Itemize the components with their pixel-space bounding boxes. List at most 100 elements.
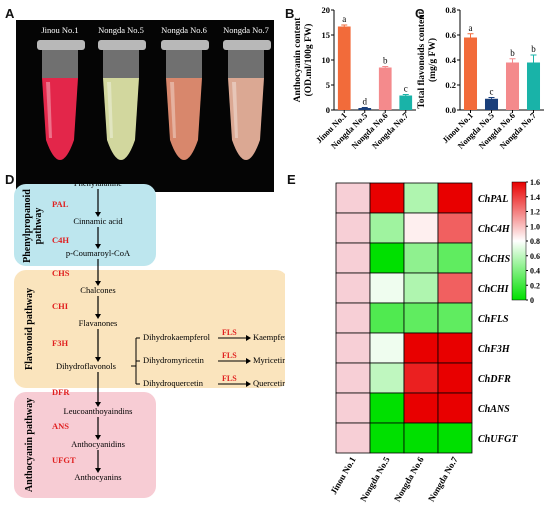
- tube-cap: [161, 40, 209, 50]
- compound-label: Phenylalanine: [74, 178, 122, 188]
- pathway-diagram: Phenylpropanoidpathway Flavonoid pathway A…: [14, 178, 285, 498]
- branch-arrowhead: [246, 381, 251, 387]
- heatmap-cell: [335, 272, 371, 304]
- significance-letter: b: [383, 56, 388, 66]
- bar: [378, 67, 392, 110]
- tube-3: Nongda No.6: [161, 25, 209, 160]
- tube-2: Nongda No.5: [98, 25, 146, 160]
- gene-label: ChCHI: [478, 284, 510, 295]
- enzyme-label: UFGT: [52, 455, 76, 465]
- tube-cap: [98, 40, 146, 50]
- pathway-arrowhead: [95, 357, 101, 362]
- y-axis-label-line: (mg/g FW): [427, 38, 438, 82]
- heatmap-cell: [335, 212, 371, 244]
- y-tick-label: 0: [326, 105, 330, 115]
- enzyme-label: ANS: [52, 421, 69, 431]
- bar: [463, 37, 478, 110]
- y-tick-label: 0.2: [445, 80, 456, 90]
- tube-1: Jinou No.1: [37, 25, 85, 160]
- pathway-section-label: Flavonoid pathway: [24, 288, 35, 370]
- tube-highlight: [46, 82, 52, 138]
- bar: [399, 95, 413, 110]
- tube-liquid: [228, 78, 264, 160]
- heatmap-cell: [335, 332, 371, 364]
- panel-letter-c: C: [415, 6, 425, 21]
- significance-letter: b: [531, 44, 536, 54]
- pathway-section-label: Anthocyanin pathway: [24, 398, 35, 492]
- heatmap-cell: [369, 212, 405, 244]
- heatmap-cell: [335, 362, 371, 394]
- compound-label: Dihydroflavonols: [56, 361, 116, 371]
- compound-label: Chalcones: [80, 285, 115, 295]
- significance-letter: d: [363, 97, 368, 107]
- pathway-arrowhead: [95, 468, 101, 473]
- bar: [358, 108, 372, 110]
- branch-substrate: Dihydroquercetin: [143, 378, 204, 388]
- panel-letter-e: E: [287, 172, 296, 187]
- branch-enzyme-label: FLS: [222, 374, 237, 383]
- pathway-section-box: [14, 270, 285, 388]
- tube-highlight: [170, 82, 176, 138]
- pathway-arrowhead: [95, 281, 101, 286]
- heatmap-cell: [403, 362, 439, 394]
- bar: [526, 62, 541, 110]
- scale-tick-label: 0.4: [530, 267, 540, 276]
- heatmap-cell: [437, 392, 473, 424]
- branch-product: Quercetin: [253, 378, 285, 388]
- heatmap-cell: [403, 422, 439, 454]
- heatmap-cell: [437, 242, 473, 274]
- pathway-arrowhead: [95, 244, 101, 249]
- heatmap-cell: [403, 332, 439, 364]
- bar: [484, 98, 499, 110]
- column-label: Nongda No.6: [392, 455, 426, 504]
- gene-label: ChPAL: [478, 194, 508, 205]
- heatmap-cell: [403, 392, 439, 424]
- tube-label: Nongda No.5: [98, 25, 144, 35]
- panel-letter-a: A: [5, 6, 15, 21]
- tube-neck: [166, 50, 202, 78]
- heatmap-cell: [369, 242, 405, 274]
- y-tick-label: 0.4: [445, 55, 456, 65]
- gene-label: ChC4H: [478, 224, 511, 235]
- significance-letter: b: [510, 48, 515, 58]
- tube-label: Nongda No.7: [223, 25, 269, 35]
- panel-letter-d: D: [5, 172, 15, 187]
- compound-label: Anthocyanins: [74, 472, 121, 482]
- branch-bracket: [131, 337, 140, 385]
- heatmap-cell: [335, 422, 371, 454]
- compound-label: p-Coumaroyl-CoA: [66, 248, 131, 258]
- section-label-line: pathway: [33, 208, 44, 245]
- heatmap-cell: [437, 422, 473, 454]
- scale-tick-label: 0: [530, 296, 534, 305]
- scale-tick-label: 1.2: [530, 208, 540, 217]
- significance-letter: c: [490, 87, 494, 97]
- heatmap-cell: [369, 392, 405, 424]
- bar: [337, 26, 351, 110]
- heatmap-cell: [437, 302, 473, 334]
- heatmap-cell: [369, 422, 405, 454]
- panel-letter-b: B: [285, 6, 295, 21]
- branch-product: Myricetin: [253, 355, 285, 365]
- tube-photo-svg: Jinou No.1 Nongda No.5 Nongda No.6 Nongda N…: [37, 25, 271, 160]
- heatmap-cell: [403, 242, 439, 274]
- heatmap-cell: [437, 182, 473, 214]
- pathway-section-box: [14, 392, 156, 498]
- branch-arrowhead: [246, 335, 251, 341]
- y-tick-label: 10: [322, 55, 331, 65]
- tube-4: Nongda No.7: [223, 25, 271, 160]
- heatmap-cell: [369, 332, 405, 364]
- tube-liquid: [166, 78, 202, 160]
- gene-label: ChFLS: [478, 314, 509, 325]
- tube-cap: [37, 40, 85, 50]
- y-tick-label: 20: [322, 5, 331, 15]
- heatmap-cell: [335, 392, 371, 424]
- enzyme-label: DFR: [52, 387, 70, 397]
- heatmap-cell: [437, 212, 473, 244]
- column-label: Nongda No.7: [426, 455, 460, 504]
- heatmap-cell: [437, 362, 473, 394]
- pathway-arrowhead: [95, 212, 101, 217]
- y-tick-label: 15: [322, 30, 331, 40]
- compound-label: Leucoanthoyaindins: [64, 406, 133, 416]
- compound-label: Cinnamic acid: [73, 216, 123, 226]
- gene-label: ChUFGT: [478, 434, 518, 445]
